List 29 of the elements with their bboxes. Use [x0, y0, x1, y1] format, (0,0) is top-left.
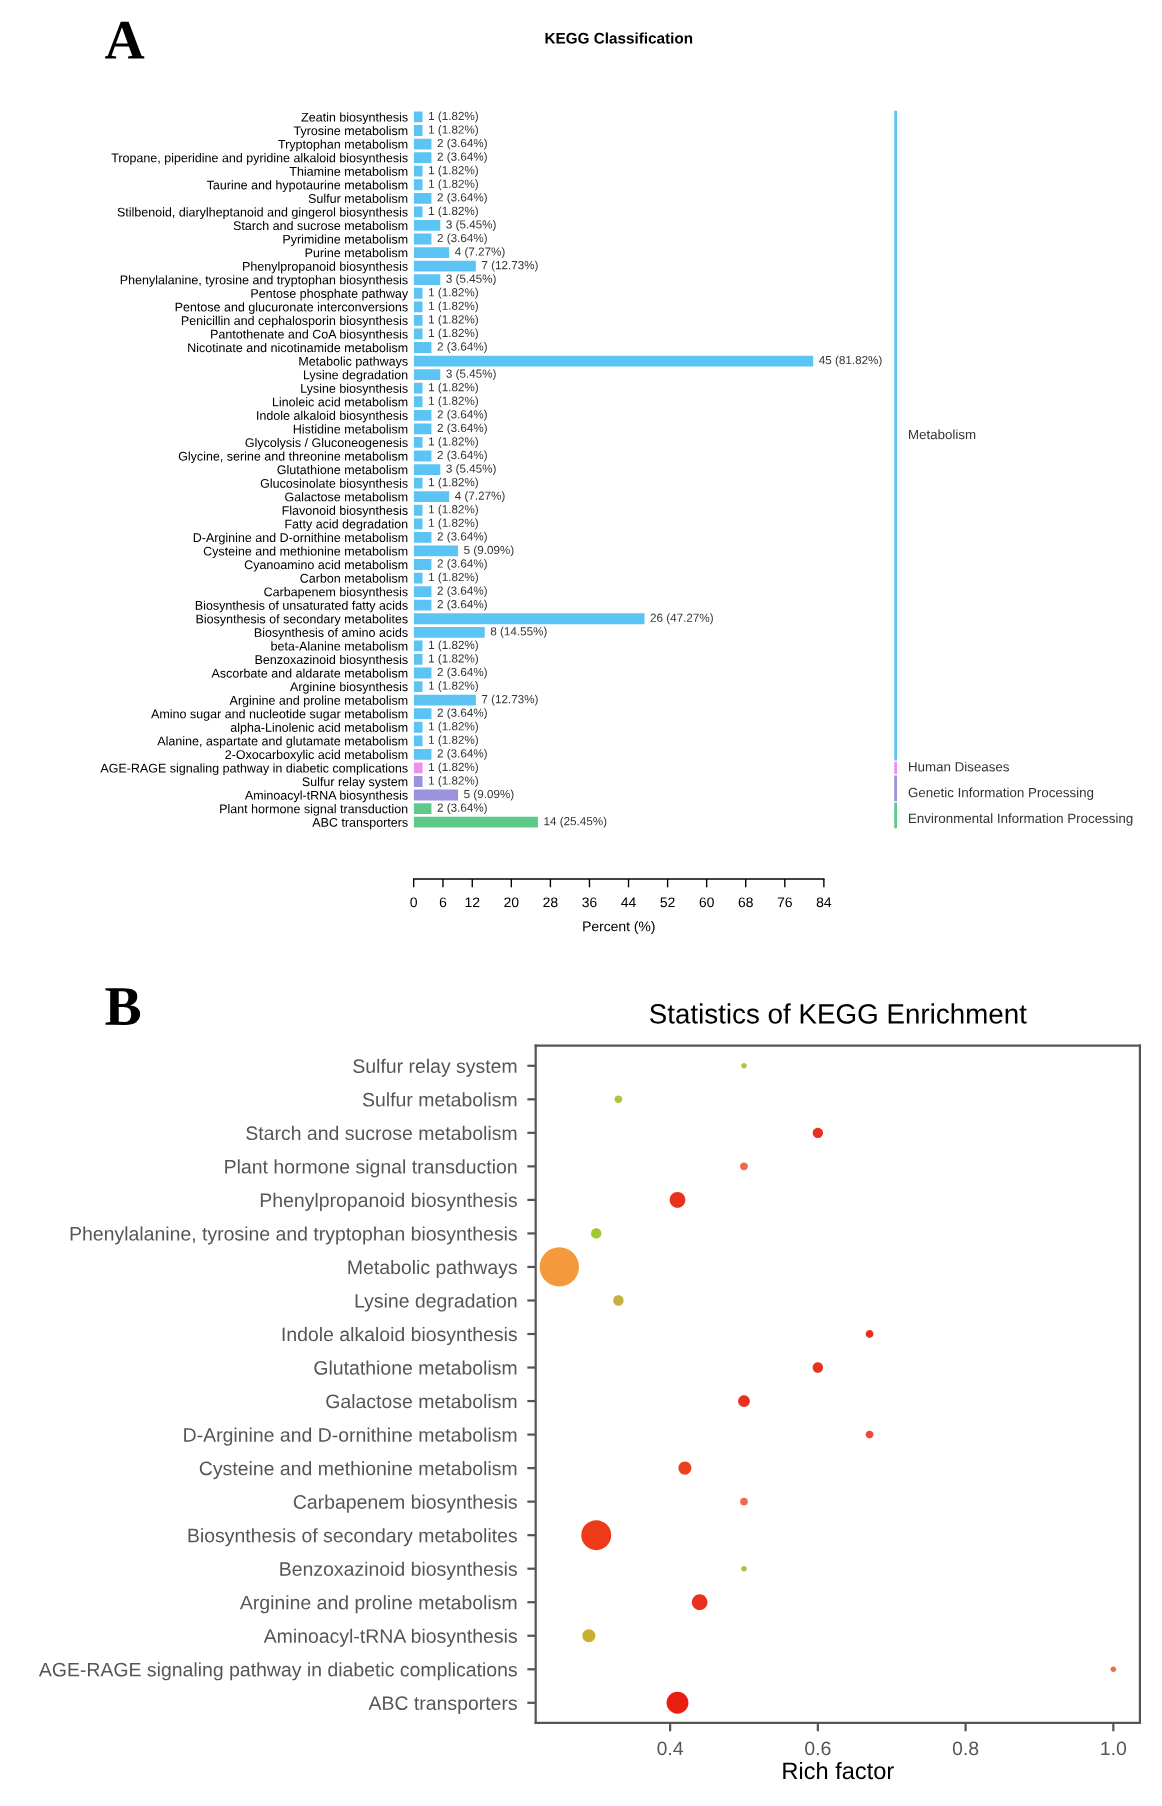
y-tick-label: Glutathione metabolism — [314, 1360, 517, 1375]
y-tick-label: Aminoacyl-tRNA biosynthesis — [263, 1628, 517, 1647]
text: B — [105, 988, 141, 1025]
y-tick-label: Arginine and proline metabolism — [239, 1595, 517, 1614]
x-tick-label: 0.6 — [805, 1741, 831, 1756]
y-tick-label: Metabolic pathways — [348, 1259, 517, 1279]
y-tick-label: Lysine degradation — [355, 1293, 517, 1312]
bar — [413, 762, 423, 774]
y-tick-label: Indole alkaloid biosynthesis — [282, 1326, 517, 1346]
y-tick-label: Plant hormone signal transduction — [225, 1159, 517, 1178]
y-tick-label: ABC transporters — [368, 1696, 517, 1714]
y-tick-label: Benzoxazinoid biosynthesis — [280, 1561, 517, 1580]
y-tick-label: Cysteine and methionine metabolism — [199, 1461, 517, 1480]
y-tick-label: Phenylalanine, tyrosine and tryptophan biosynthesis — [70, 1226, 517, 1245]
x-axis-title: Rich factor — [783, 1761, 894, 1780]
y-tick-label: Biosynthesis of secondary metabolites — [188, 1528, 517, 1547]
y-tick-label: AGE-RAGE signaling pathway in diabetic complications — [38, 1662, 517, 1681]
x-tick-label: 0.8 — [952, 1741, 979, 1756]
x-tick-label: 1.0 — [1101, 1741, 1127, 1756]
y-tick-label: D-Arginine and D-ornithine metabolism — [184, 1427, 517, 1446]
y-tick-label: Starch and sucrose metabolism — [246, 1125, 517, 1141]
text: A — [105, 21, 145, 59]
x-tick-label: 0.4 — [657, 1741, 684, 1756]
y-tick-label: Carbapenem biosynthesis — [293, 1494, 517, 1513]
y-tick-label: Sulfur metabolism — [362, 1092, 517, 1107]
y-tick-label: Galactose metabolism — [326, 1394, 517, 1409]
y-tick-label: Phenylpropanoid biosynthesis — [260, 1192, 517, 1211]
y-tick-label: Sulfur relay system — [353, 1058, 517, 1077]
chart-title: Statistics of KEGG Enrichment — [649, 1003, 1027, 1024]
